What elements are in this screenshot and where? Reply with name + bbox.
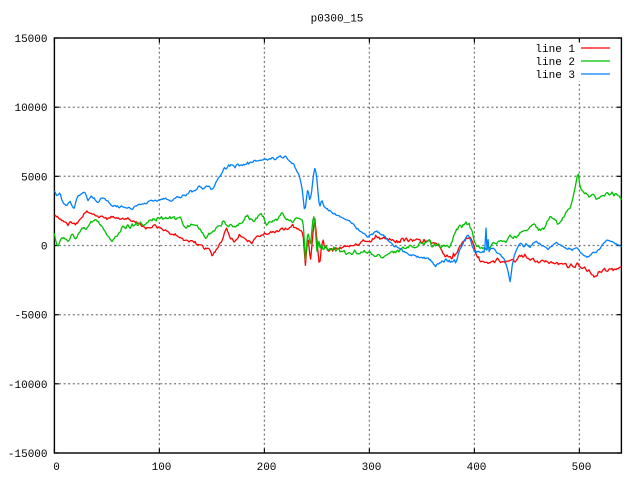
svg-text:0: 0 — [41, 242, 48, 254]
svg-text:400: 400 — [467, 462, 487, 474]
svg-text:5000: 5000 — [21, 172, 47, 184]
svg-text:-5000: -5000 — [14, 311, 47, 323]
svg-text:100: 100 — [152, 462, 172, 474]
svg-text:-10000: -10000 — [8, 380, 48, 392]
svg-text:p0300_15: p0300_15 — [311, 14, 364, 26]
svg-text:500: 500 — [572, 462, 592, 474]
svg-text:10000: 10000 — [14, 103, 47, 115]
svg-text:-15000: -15000 — [8, 449, 48, 461]
svg-text:15000: 15000 — [14, 34, 47, 46]
svg-text:line 2: line 2 — [535, 57, 575, 69]
svg-text:0: 0 — [53, 462, 60, 474]
svg-text:line 3: line 3 — [535, 70, 575, 82]
svg-text:300: 300 — [362, 462, 382, 474]
svg-text:line 1: line 1 — [535, 44, 575, 56]
svg-text:200: 200 — [257, 462, 277, 474]
